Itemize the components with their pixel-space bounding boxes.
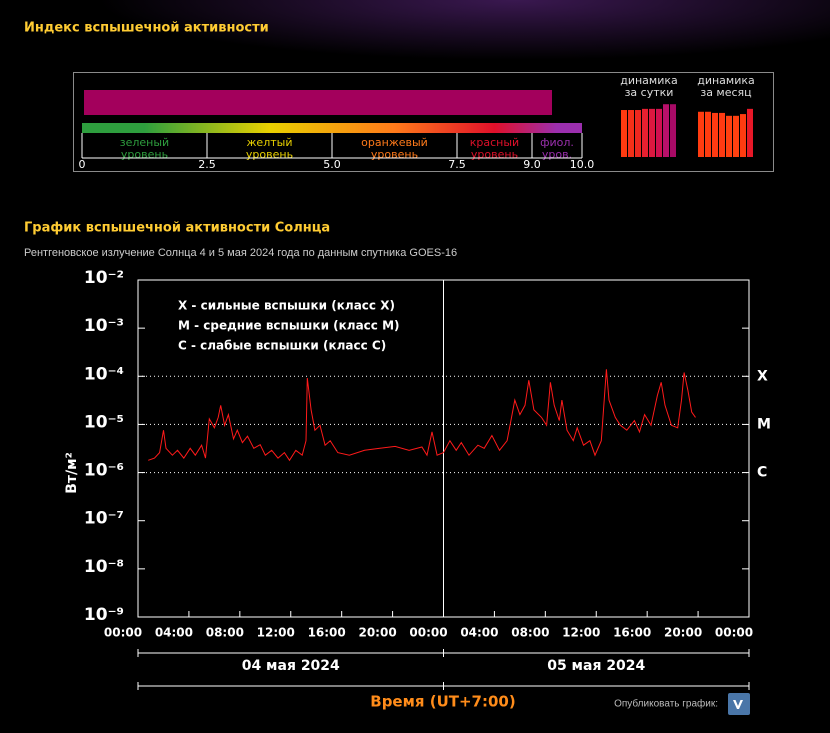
dynamics-bar <box>656 108 662 157</box>
x-tick-label: 12:00 <box>257 626 295 640</box>
dynamics-title: динамика <box>697 74 755 87</box>
x-tick-label: 16:00 <box>308 626 346 640</box>
level-label: фиол. <box>540 136 574 149</box>
x-tick-label: 00:00 <box>715 626 753 640</box>
y-tick-label: 10⁻⁸ <box>84 557 124 577</box>
y-tick-label: 10⁻⁶ <box>84 461 124 481</box>
flux-line <box>148 369 696 462</box>
level-label: уровень <box>371 148 418 161</box>
y-tick-label: 10⁻⁹ <box>84 605 124 625</box>
y-axis-label: Вт/м² <box>64 452 80 493</box>
level-label: красный <box>470 136 519 149</box>
x-tick-label: 08:00 <box>511 626 549 640</box>
share-label: Опубликовать график: <box>614 698 718 710</box>
class-label: C <box>757 465 767 481</box>
level-label: уровень <box>471 148 518 161</box>
dynamics-bar <box>712 112 718 157</box>
y-tick-label: 10⁻² <box>84 268 124 288</box>
tick-label: 0 <box>79 158 86 171</box>
x-tick-label: 04:00 <box>460 626 498 640</box>
dynamics-bar <box>670 104 676 157</box>
tick-label: 10.0 <box>570 158 595 171</box>
header-title: Индекс вспышечной активности <box>24 21 269 36</box>
legend-text: X - сильные вспышки (класс X) <box>178 299 395 313</box>
dynamics-bar <box>642 108 648 157</box>
vk-button[interactable] <box>728 693 750 715</box>
tick-label: 9.0 <box>523 158 541 171</box>
date-label: 05 мая 2024 <box>547 658 645 674</box>
dynamics-bar <box>635 110 641 157</box>
dynamics-bar <box>719 112 725 157</box>
class-label: M <box>757 416 771 432</box>
level-label: уров. <box>542 148 572 161</box>
dynamics-bar <box>628 110 634 157</box>
x-axis-label: Время (UT+7:00) <box>370 693 515 711</box>
x-tick-label: 00:00 <box>104 626 142 640</box>
date-label: 04 мая 2024 <box>242 658 340 674</box>
level-label: уровень <box>121 148 168 161</box>
x-tick-label: 20:00 <box>358 626 396 640</box>
dynamics-bar <box>747 108 753 157</box>
tick-label: 2.5 <box>198 158 216 171</box>
legend-text: M - средние вспышки (класс M) <box>178 319 400 333</box>
tick-label: 7.5 <box>448 158 466 171</box>
x-tick-label: 12:00 <box>562 626 600 640</box>
dynamics-title: за месяц <box>700 86 751 99</box>
vk-logo <box>733 700 743 709</box>
x-tick-label: 16:00 <box>613 626 651 640</box>
dynamics-bar <box>740 114 746 157</box>
section-subtitle: Рентгеновское излучение Солнца 4 и 5 мая… <box>24 247 457 259</box>
tick-label: 5.0 <box>323 158 341 171</box>
y-tick-label: 10⁻⁵ <box>84 412 124 432</box>
dynamics-bar <box>726 115 732 157</box>
dynamics-bar <box>705 111 711 157</box>
y-tick-label: 10⁻⁷ <box>84 509 124 529</box>
dynamics-bar <box>649 108 655 157</box>
class-label: X <box>757 368 768 384</box>
dynamics-bar <box>698 111 704 157</box>
x-tick-label: 00:00 <box>409 626 447 640</box>
x-tick-label: 04:00 <box>155 626 193 640</box>
level-label: желтый <box>247 136 293 149</box>
x-tick-label: 20:00 <box>664 626 702 640</box>
legend-text: C - слабые вспышки (класс C) <box>178 339 386 353</box>
y-tick-label: 10⁻³ <box>84 316 124 336</box>
section-title: График вспышечной активности Солнца <box>24 221 330 236</box>
dynamics-bar <box>663 104 669 157</box>
level-label: зеленый <box>120 136 169 149</box>
dynamics-title: динамика <box>620 74 678 87</box>
level-label: оранжевый <box>361 136 428 149</box>
index-bar <box>84 90 552 115</box>
level-stripe <box>82 123 582 133</box>
y-tick-label: 10⁻⁴ <box>84 364 124 384</box>
level-label: уровень <box>246 148 293 161</box>
x-tick-label: 08:00 <box>206 626 244 640</box>
dynamics-title: за сутки <box>625 86 674 99</box>
dynamics-bar <box>621 110 627 157</box>
dynamics-bar <box>733 115 739 157</box>
